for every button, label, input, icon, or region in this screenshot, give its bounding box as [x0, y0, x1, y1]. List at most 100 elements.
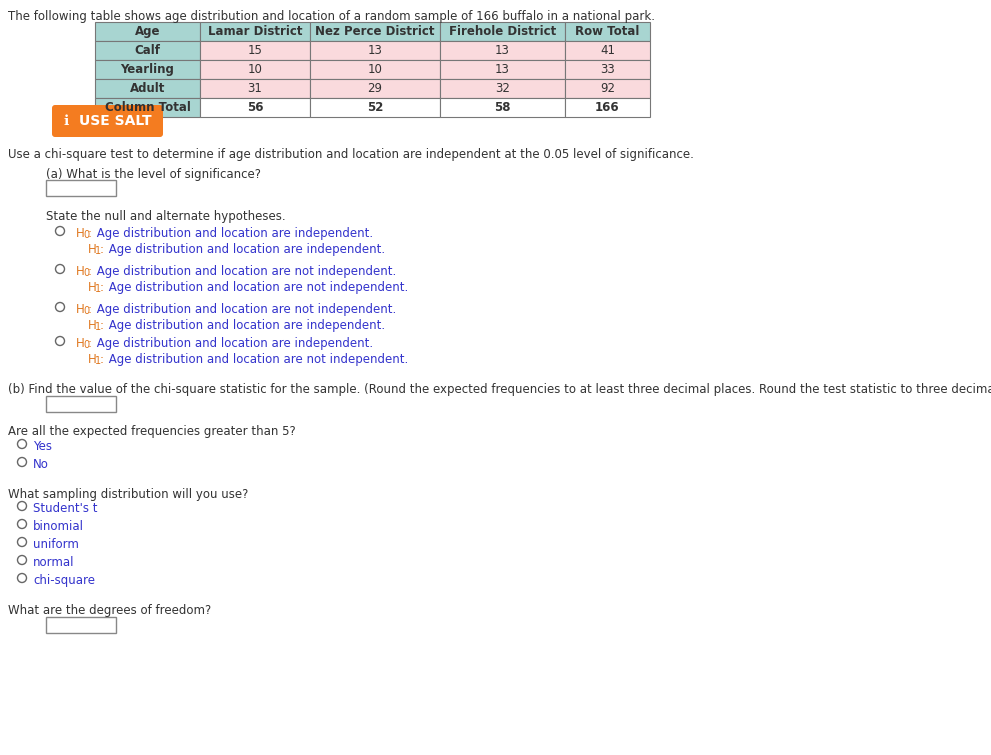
Bar — [565, 79, 650, 98]
Bar — [440, 98, 565, 117]
Text: Are all the expected frequencies greater than 5?: Are all the expected frequencies greater… — [8, 425, 295, 438]
Text: :: : — [100, 319, 104, 332]
Bar — [95, 98, 200, 117]
Bar — [310, 60, 440, 79]
Text: 166: 166 — [596, 101, 619, 114]
Text: :: : — [88, 227, 92, 240]
Text: What sampling distribution will you use?: What sampling distribution will you use? — [8, 488, 249, 501]
Text: 1: 1 — [95, 246, 101, 256]
Bar — [200, 41, 310, 60]
Bar — [440, 41, 565, 60]
Text: chi-square: chi-square — [33, 574, 95, 587]
Text: ℹ  USE SALT: ℹ USE SALT — [63, 114, 152, 128]
Text: 29: 29 — [368, 82, 383, 95]
Text: Yearling: Yearling — [121, 63, 174, 76]
Bar — [310, 79, 440, 98]
Bar — [440, 79, 565, 98]
Bar — [200, 60, 310, 79]
Text: H: H — [88, 281, 97, 294]
Text: 52: 52 — [367, 101, 384, 114]
Bar — [46, 180, 116, 196]
Text: 15: 15 — [248, 44, 263, 57]
Text: Age distribution and location are independent.: Age distribution and location are indepe… — [105, 243, 385, 256]
Text: H: H — [76, 265, 85, 278]
Text: 0: 0 — [83, 268, 89, 278]
Text: H: H — [76, 303, 85, 316]
Text: State the null and alternate hypotheses.: State the null and alternate hypotheses. — [46, 210, 285, 223]
Text: Age distribution and location are independent.: Age distribution and location are indepe… — [93, 337, 374, 350]
Bar — [440, 60, 565, 79]
Text: H: H — [88, 243, 97, 256]
Text: What are the degrees of freedom?: What are the degrees of freedom? — [8, 604, 211, 617]
Text: 31: 31 — [248, 82, 263, 95]
Bar — [200, 98, 310, 117]
FancyBboxPatch shape — [52, 105, 163, 137]
Text: :: : — [88, 265, 92, 278]
Text: 92: 92 — [600, 82, 615, 95]
Text: Nez Perce District: Nez Perce District — [315, 25, 435, 38]
Text: normal: normal — [33, 556, 74, 569]
Text: Row Total: Row Total — [576, 25, 639, 38]
Bar — [95, 79, 200, 98]
Text: Age distribution and location are independent.: Age distribution and location are indepe… — [93, 227, 374, 240]
Text: Firehole District: Firehole District — [449, 25, 556, 38]
Text: H: H — [76, 227, 85, 240]
Text: (a) What is the level of significance?: (a) What is the level of significance? — [46, 168, 261, 181]
Text: Age: Age — [135, 25, 161, 38]
Text: 0: 0 — [83, 230, 89, 240]
Bar — [565, 22, 650, 41]
Text: 13: 13 — [496, 63, 510, 76]
Text: Age distribution and location are not independent.: Age distribution and location are not in… — [93, 265, 396, 278]
Text: :: : — [88, 337, 92, 350]
Text: 0: 0 — [83, 306, 89, 316]
Text: :: : — [100, 353, 104, 366]
Bar — [95, 60, 200, 79]
Text: Column Total: Column Total — [105, 101, 190, 114]
Bar — [565, 98, 650, 117]
Bar — [46, 396, 116, 412]
Text: The following table shows age distribution and location of a random sample of 16: The following table shows age distributi… — [8, 10, 655, 23]
Bar — [200, 79, 310, 98]
Text: Lamar District: Lamar District — [208, 25, 302, 38]
Bar — [200, 22, 310, 41]
Text: 13: 13 — [496, 44, 510, 57]
Text: :: : — [100, 243, 104, 256]
Bar — [565, 60, 650, 79]
Text: (b) Find the value of the chi-square statistic for the sample. (Round the expect: (b) Find the value of the chi-square sta… — [8, 383, 991, 396]
Bar — [95, 22, 200, 41]
Bar — [310, 98, 440, 117]
Text: 0: 0 — [83, 340, 89, 350]
Text: Calf: Calf — [135, 44, 161, 57]
Text: 58: 58 — [495, 101, 510, 114]
Text: 10: 10 — [248, 63, 263, 76]
Text: 13: 13 — [368, 44, 383, 57]
Text: H: H — [76, 337, 85, 350]
Text: Age distribution and location are independent.: Age distribution and location are indepe… — [105, 319, 385, 332]
Bar — [95, 41, 200, 60]
Text: :: : — [100, 281, 104, 294]
Bar — [46, 617, 116, 633]
Text: Age distribution and location are not independent.: Age distribution and location are not in… — [93, 303, 396, 316]
Text: H: H — [88, 319, 97, 332]
Text: 1: 1 — [95, 322, 101, 332]
Text: Adult: Adult — [130, 82, 165, 95]
Text: H: H — [88, 353, 97, 366]
Text: binomial: binomial — [33, 520, 84, 533]
Text: Age distribution and location are not independent.: Age distribution and location are not in… — [105, 353, 408, 366]
Text: 10: 10 — [368, 63, 383, 76]
Text: Use a chi-square test to determine if age distribution and location are independ: Use a chi-square test to determine if ag… — [8, 148, 694, 161]
Text: 1: 1 — [95, 284, 101, 294]
Text: :: : — [88, 303, 92, 316]
Text: uniform: uniform — [33, 538, 79, 551]
Bar — [310, 22, 440, 41]
Text: 56: 56 — [247, 101, 264, 114]
Text: 33: 33 — [601, 63, 614, 76]
Text: No: No — [33, 458, 49, 471]
Bar — [440, 22, 565, 41]
Text: Age distribution and location are not independent.: Age distribution and location are not in… — [105, 281, 408, 294]
Bar — [310, 41, 440, 60]
Text: Yes: Yes — [33, 440, 52, 453]
Text: Student's t: Student's t — [33, 502, 97, 515]
Text: 41: 41 — [600, 44, 615, 57]
Bar — [565, 41, 650, 60]
